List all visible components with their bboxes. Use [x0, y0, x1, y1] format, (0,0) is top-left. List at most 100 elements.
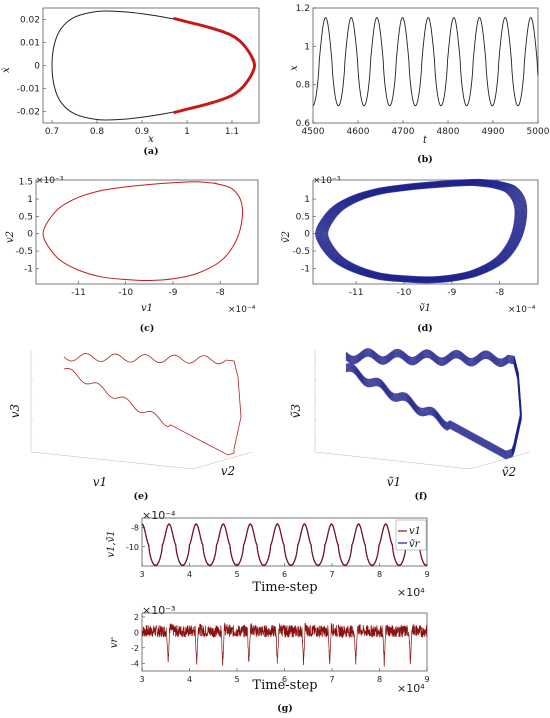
x-tick-label: 3: [139, 675, 144, 684]
y-tick-label: 0.01: [20, 39, 40, 49]
trajectory-f: [345, 355, 522, 460]
tick-label-3d: ·: [382, 462, 383, 465]
y-multiplier-d: ×10⁻³: [313, 176, 341, 186]
series-v1: [141, 523, 427, 566]
y-tick-label: -0.01: [17, 85, 40, 95]
y-tick-label: -4: [131, 659, 139, 668]
y-tick-label: -0.02: [17, 108, 40, 118]
tick-label-3d: ·: [412, 465, 413, 468]
tick-label-3d: ·: [442, 468, 443, 471]
residual-series: [141, 622, 428, 667]
y-tick-label: 1.5: [19, 178, 33, 188]
y-tick-label: 0: [27, 230, 33, 240]
panel-g-bottom: ×10⁻³ 3 4 5 6 7 8 9 2 0 -2 -4 Time-step ×10⁴ vr (g…: [109, 604, 430, 714]
trajectory-f: [345, 352, 522, 457]
y-multiplier-g1: ×10⁻⁴: [142, 509, 176, 522]
x-tick-label: 6: [282, 675, 287, 684]
x-tick-label: -8: [495, 288, 504, 298]
panel-d-ticks: -11 -10 -9 -8 -1 -0.5 0 0.5 1: [292, 195, 504, 298]
zlabel-f: ṽ2: [502, 465, 516, 479]
y-tick-label: 0.8: [296, 81, 311, 91]
tick-label-3d: ·: [130, 465, 131, 468]
x-tick-label: 3: [139, 570, 144, 579]
y-multiplier-c: ×10⁻³: [36, 176, 64, 186]
x-tick-label: 5: [234, 675, 239, 684]
x-tick-label: 4500: [302, 127, 325, 137]
y-tick-label: -0.5: [15, 247, 33, 257]
tick-label-3d: ·: [160, 468, 161, 471]
xlabel-g1: Time-step: [252, 580, 317, 595]
axes-frame-c: [35, 179, 259, 285]
xlabel-g2: Time-step: [252, 678, 317, 693]
panel-g-bottom-ticks: 3 4 5 6 7 8 9 2 0 -2 -4: [131, 613, 430, 684]
tick-label-3d: ·: [324, 455, 325, 458]
tick-label-3d: ·: [245, 453, 246, 456]
y-tick-label: -10: [126, 543, 139, 552]
ylabel-g2: vr: [109, 637, 120, 649]
y-tick-label: 0.02: [20, 16, 40, 26]
x-tick-label: 4900: [482, 127, 505, 137]
x-tick-label: -9: [168, 288, 177, 298]
y-tick-label: -8: [131, 524, 139, 533]
panel-b-ticks: 4500 4600 4700 4800 4900 5000 0.6 0.8 1 1.2: [296, 4, 550, 137]
panel-c: ×10⁻³ -11 -10 -9 -8-1-0.500.511.5 v1 ×10⁻⁴ …: [5, 176, 259, 334]
panel-c-ticks: -11 -10 -9 -8 -1 -0.5 0 0.5 1 1.5: [15, 178, 225, 298]
time-series-x: [312, 17, 539, 107]
ylabel-c: v2: [5, 231, 16, 243]
xlabel-e: v1: [93, 475, 107, 489]
ylabel-f: ṽ3: [289, 403, 303, 418]
axes-frame-b: [312, 7, 539, 124]
trajectory-bundle-f: [345, 348, 522, 460]
x-multiplier-d: ×10⁻⁴: [508, 305, 536, 315]
x-tick-label: 7: [329, 570, 334, 579]
y-tick-label: 1: [27, 195, 33, 205]
trajectory-f: [345, 353, 522, 458]
panel-d: ×10⁻³ -11 -10 -9 -8-1-0.500.51 ṽ1 ×10⁻⁴ ṽ2 …: [281, 176, 539, 334]
panel-b: 4500 4600 4700 4800 4900 5000 0.6 0.8 1 1.2 t x (…: [289, 4, 550, 165]
tick-label-3d: ·: [225, 458, 226, 461]
xlabel-f: ṽ1: [387, 475, 401, 489]
x-tick-label: -9: [447, 288, 456, 298]
x-tick-label: 6: [282, 570, 287, 579]
tick-label-3d: ·: [40, 455, 41, 458]
x-tick-label: 4700: [392, 127, 415, 137]
y-tick-label: 1: [304, 42, 310, 52]
x-tick-label: 5: [234, 570, 239, 579]
y-tick-label: -1: [301, 264, 310, 274]
legend-label-vr: ṽr: [409, 539, 421, 550]
axes-3d-f: [314, 350, 531, 470]
x-tick-label: -10: [118, 288, 133, 298]
caption-g: (g): [277, 703, 293, 714]
trajectory-d: [315, 178, 528, 284]
ylabel-g1: v1,ṽ1: [106, 530, 117, 557]
trajectory-f: [345, 349, 522, 454]
x-multiplier-c: ×10⁻⁴: [228, 305, 256, 315]
legend-g1: v1 ṽr: [395, 519, 427, 551]
y-multiplier-g2: ×10⁻³: [142, 604, 175, 617]
x-tick-label: 4: [187, 570, 192, 579]
y-tick-label: 2: [134, 613, 139, 622]
y-tick-label: 0: [304, 230, 310, 240]
tick-label-3d: ·: [485, 464, 486, 467]
orbit-red: [173, 16, 257, 115]
tick-label-3d: ·: [523, 453, 524, 456]
y-tick-label: 0.6: [296, 119, 311, 129]
y-tick-label: 0.5: [296, 212, 310, 222]
y-tick-label: 1: [304, 195, 310, 205]
x-tick-label: -11: [71, 288, 86, 298]
x-tick-label: 1.1: [225, 127, 239, 137]
trajectory-bundle-d: [315, 178, 528, 284]
ylabel-b: x: [289, 65, 300, 71]
caption-c: (c): [140, 323, 155, 334]
caption-f: (f): [414, 491, 427, 502]
x-tick-label: 9: [424, 675, 429, 684]
xlabel-d: ṽ1: [419, 303, 431, 314]
tick-label-3d: ·: [352, 459, 353, 462]
xlabel-a: x: [148, 134, 154, 145]
y-tick-label: 0: [134, 628, 139, 637]
ylabel-d: ṽ2: [281, 231, 292, 243]
y-tick-label: -1: [24, 264, 33, 274]
axes-frame-a: [42, 7, 260, 124]
y-tick-label: -2: [131, 644, 139, 653]
